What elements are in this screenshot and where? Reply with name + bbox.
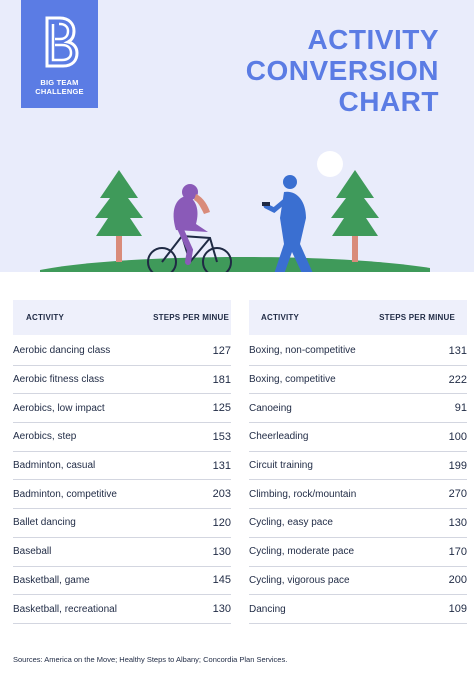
table-row: Aerobic fitness class 181 [13, 366, 231, 395]
steps-value: 91 [454, 402, 467, 415]
table-row: Badminton, casual 131 [13, 452, 231, 481]
activity-name: Boxing, non-competitive [249, 345, 356, 357]
title-line-1: ACTIVITY [307, 24, 439, 55]
activity-table-left: ACTIVITY STEPS PER MINUE Aerobic dancing… [13, 300, 231, 624]
table-row: Canoeing 91 [249, 394, 467, 424]
steps-value: 222 [448, 373, 467, 386]
table-row: Baseball 130 [13, 538, 231, 567]
steps-value: 130 [212, 603, 231, 616]
activity-name: Cycling, moderate pace [249, 546, 355, 558]
park-illustration [40, 151, 430, 272]
activity-table-right: ACTIVITY STEPS PER MINUE Boxing, non-com… [249, 300, 467, 624]
steps-value: 130 [212, 545, 231, 558]
big-team-challenge-logo: BIG TEAM CHALLENGE [21, 0, 98, 108]
activity-name: Aerobic dancing class [13, 345, 111, 357]
table-row: Cycling, moderate pace 170 [249, 538, 467, 567]
table-row: Cheerleading 100 [249, 423, 467, 452]
table-row: Aerobics, low impact 125 [13, 394, 231, 424]
table-row: Boxing, non-competitive 131 [249, 337, 467, 366]
header-steps: STEPS PER MINUE [153, 313, 229, 322]
header-activity: ACTIVITY [26, 313, 65, 322]
steps-value: 131 [448, 344, 467, 357]
activity-name: Basketball, game [13, 574, 90, 586]
table-row: Basketball, recreational 130 [13, 595, 231, 624]
header-steps: STEPS PER MINUE [379, 313, 455, 322]
sources-footnote: Sources: America on the Move; Healthy St… [13, 655, 288, 664]
activity-name: Cheerleading [249, 431, 309, 443]
activity-name: Boxing, competitive [249, 374, 336, 386]
steps-value: 270 [448, 488, 467, 501]
b-logo-icon [45, 16, 79, 68]
activity-name: Basketball, recreational [13, 603, 117, 615]
activity-name: Climbing, rock/mountain [249, 488, 357, 500]
activity-name: Badminton, casual [13, 460, 96, 472]
table-row: Climbing, rock/mountain 270 [249, 480, 467, 510]
steps-value: 170 [448, 545, 467, 558]
steps-value: 120 [212, 516, 231, 529]
steps-value: 127 [212, 344, 231, 357]
logo-line-1: BIG TEAM [40, 78, 79, 87]
sun-icon [317, 151, 343, 177]
walker-icon [262, 175, 313, 272]
activity-name: Cycling, vigorous pace [249, 574, 350, 586]
grass-hill [40, 256, 430, 272]
activity-name: Aerobics, step [13, 431, 77, 443]
activity-name: Ballet dancing [13, 517, 76, 529]
table-row: Basketball, game 145 [13, 567, 231, 596]
steps-value: 125 [212, 402, 231, 415]
steps-value: 130 [448, 516, 467, 529]
table-row: Aerobic dancing class 127 [13, 337, 231, 366]
activity-name: Aerobic fitness class [13, 374, 105, 386]
steps-value: 200 [448, 574, 467, 587]
table-row: Cycling, easy pace 130 [249, 509, 467, 538]
table-row: Aerobics, step 153 [13, 423, 231, 452]
page-title: ACTIVITY CONVERSION CHART [246, 24, 439, 117]
steps-value: 181 [212, 373, 231, 386]
hero-banner: BIG TEAM CHALLENGE ACTIVITY CONVERSION C… [0, 0, 474, 272]
table-row: Cycling, vigorous pace 200 [249, 567, 467, 596]
title-line-2: CONVERSION [245, 55, 439, 86]
activity-name: Circuit training [249, 460, 313, 472]
steps-value: 203 [212, 488, 231, 501]
logo-line-2: CHALLENGE [35, 87, 84, 96]
tree-left-icon [95, 170, 143, 262]
header-activity: ACTIVITY [261, 313, 300, 322]
table-header: ACTIVITY STEPS PER MINUE [13, 300, 231, 335]
table-row: Dancing 109 [249, 595, 467, 624]
table-row: Boxing, competitive 222 [249, 366, 467, 395]
cyclist-icon [147, 184, 232, 272]
title-line-3: CHART [338, 86, 439, 117]
table-row: Circuit training 199 [249, 452, 467, 481]
tree-right-icon [331, 170, 379, 262]
table-row: Ballet dancing 120 [13, 509, 231, 538]
steps-value: 153 [212, 430, 231, 443]
activity-name: Cycling, easy pace [249, 517, 333, 529]
activity-name: Dancing [249, 603, 286, 615]
steps-value: 100 [448, 430, 467, 443]
activity-name: Aerobics, low impact [13, 402, 105, 414]
activity-name: Badminton, competitive [13, 488, 117, 500]
steps-value: 199 [448, 459, 467, 472]
steps-value: 109 [448, 603, 467, 616]
table-header: ACTIVITY STEPS PER MINUE [249, 300, 467, 335]
table-row: Badminton, competitive 203 [13, 480, 231, 510]
steps-value: 131 [212, 459, 231, 472]
steps-value: 145 [212, 574, 231, 587]
activity-name: Baseball [13, 546, 52, 558]
activity-name: Canoeing [249, 402, 292, 414]
